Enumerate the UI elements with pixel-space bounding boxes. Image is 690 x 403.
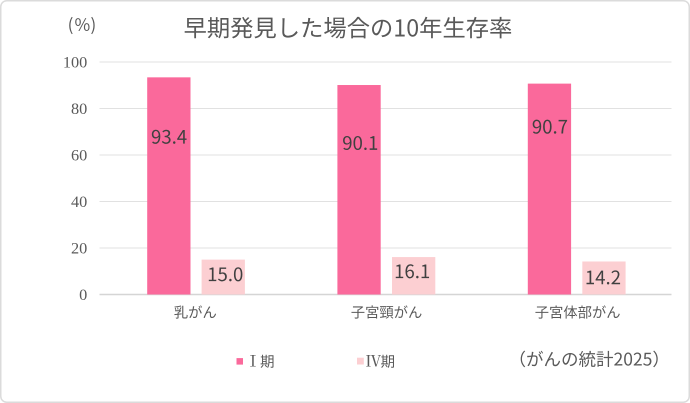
svg-text:20: 20	[71, 238, 87, 257]
svg-text:80: 80	[71, 99, 87, 118]
svg-text:40: 40	[71, 192, 87, 211]
svg-text:0: 0	[79, 285, 87, 304]
svg-text:100: 100	[63, 52, 87, 71]
svg-text:60: 60	[71, 145, 87, 164]
